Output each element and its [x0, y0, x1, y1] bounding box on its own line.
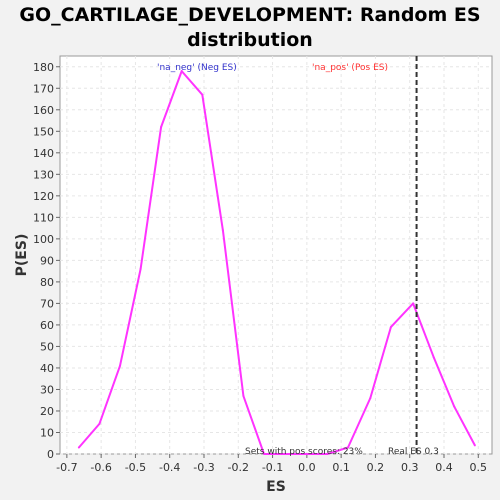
x-tick-label: -0.5 [125, 461, 146, 474]
plot-area [59, 55, 493, 455]
legend-neg: 'na_neg' (Neg ES) [157, 63, 237, 73]
real-es-annotation: Real ES 0.3 [388, 447, 439, 457]
legend-pos: 'na_pos' (Pos ES) [312, 63, 388, 73]
data-point [160, 125, 163, 128]
data-point [98, 422, 101, 425]
x-tick-label: -0.6 [90, 461, 111, 474]
y-tick-label: 170 [33, 82, 54, 95]
x-tick-label: 0.1 [332, 461, 350, 474]
data-point [305, 453, 308, 455]
y-tick-label: 100 [33, 233, 54, 246]
data-point [139, 267, 142, 270]
y-tick-label: 120 [33, 190, 54, 203]
y-tick-label: 160 [33, 104, 54, 117]
y-tick-label: 180 [33, 61, 54, 74]
x-axis-ticks: -0.7 -0.6 -0.5 -0.4 -0.3 -0.2 -0.1 0.0 0.1 0.2 0.3… [56, 454, 487, 474]
x-tick-label: -0.1 [262, 461, 283, 474]
data-point [77, 446, 80, 449]
data-point [347, 446, 349, 449]
x-tick-label: 0.0 [298, 461, 316, 474]
x-tick-label: -0.7 [56, 461, 77, 474]
data-point [180, 70, 183, 73]
y-tick-label: 150 [33, 125, 54, 138]
data-point [389, 326, 392, 329]
y-tick-label: 90 [40, 254, 54, 267]
series-line [78, 70, 476, 455]
data-point [432, 356, 435, 359]
data-point [473, 444, 476, 447]
x-tick-label: -0.3 [193, 461, 214, 474]
y-tick-label: 130 [33, 168, 54, 181]
data-point [412, 302, 415, 305]
y-axis-title: P(ES) [14, 234, 30, 277]
data-point [283, 453, 286, 455]
y-tick-label: 20 [40, 405, 54, 418]
data-point [326, 453, 329, 455]
data-point [453, 405, 456, 408]
y-tick-label: 10 [40, 426, 54, 439]
y-tick-label: 70 [40, 297, 54, 310]
x-tick-label: 0.5 [470, 461, 488, 474]
x-tick-label: -0.4 [159, 461, 180, 474]
y-tick-label: 50 [40, 340, 54, 353]
x-tick-label: 0.3 [401, 461, 419, 474]
data-point [263, 453, 265, 455]
data-point [369, 397, 372, 400]
y-tick-label: 0 [47, 448, 54, 461]
data-point [242, 394, 245, 397]
y-tick-label: 80 [40, 276, 54, 289]
data-point [119, 364, 121, 367]
y-tick-label: 110 [33, 211, 54, 224]
chart-title-line2: distribution [187, 29, 313, 51]
data-point [201, 93, 204, 96]
chart-title-line1: GO_CARTILAGE_DEVELOPMENT: Random ES [19, 4, 480, 26]
x-tick-label: -0.2 [228, 461, 249, 474]
x-axis-title: ES [266, 479, 286, 495]
y-tick-label: 60 [40, 319, 54, 332]
x-tick-label: 0.2 [367, 461, 385, 474]
y-tick-label: 40 [40, 362, 54, 375]
pos-scores-annotation: Sets with pos scores: 23% [245, 447, 363, 457]
y-tick-label: 30 [40, 383, 54, 396]
y-axis-ticks: 0 10 20 30 40 50 60 70 80 90 100 110 120 130 140 150 160… [33, 61, 60, 461]
series-layer [77, 70, 476, 455]
x-tick-label: 0.4 [435, 461, 453, 474]
data-point [221, 229, 224, 232]
y-tick-label: 140 [33, 147, 54, 160]
